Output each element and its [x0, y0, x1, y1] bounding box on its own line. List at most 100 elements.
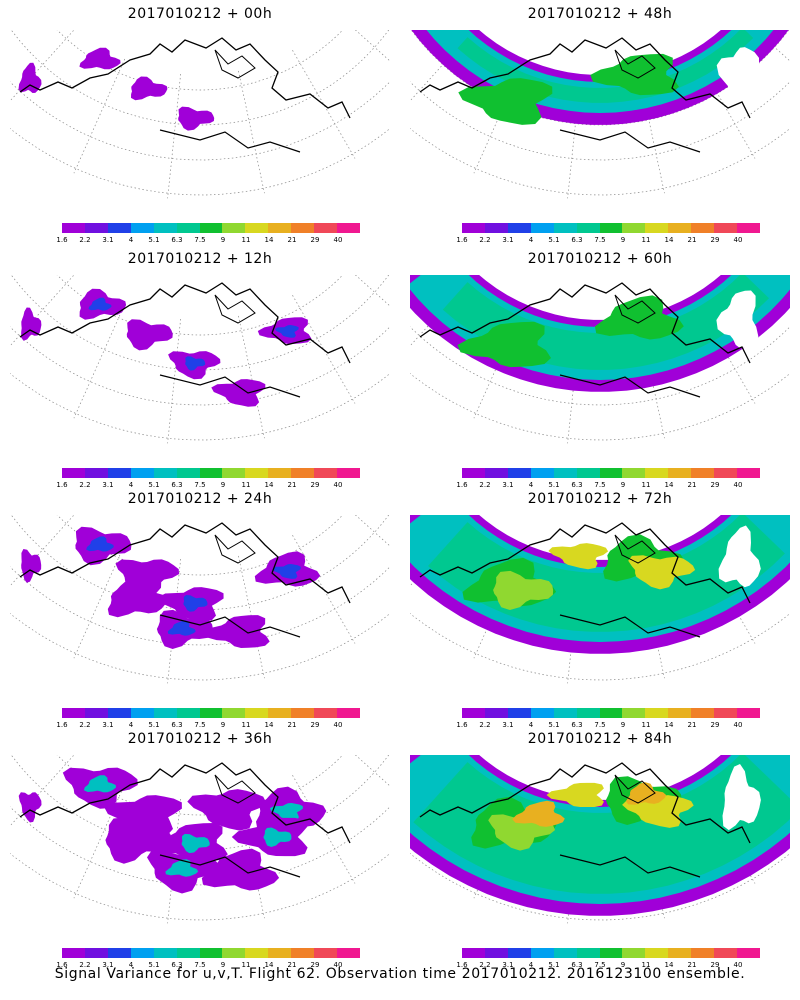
colorbar-tick-label: 11 [241, 236, 251, 244]
colorbar-swatch [622, 948, 646, 958]
colorbar-swatch [176, 948, 200, 958]
colorbar-tick-label: 9 [220, 961, 226, 969]
colorbar-swatch [314, 708, 338, 718]
colorbar-tick-label: 40 [333, 721, 343, 729]
colorbar-swatch [714, 223, 738, 233]
colorbar-swatch [291, 708, 315, 718]
colorbar-swatch [462, 948, 485, 958]
colorbar-swatch [153, 223, 177, 233]
colorbar-swatch [691, 468, 715, 478]
colorbar-swatch [737, 223, 760, 233]
colorbar-swatch [714, 708, 738, 718]
colorbar-swatch [199, 708, 223, 718]
colorbar-swatch [153, 708, 177, 718]
colorbar-swatch [130, 948, 154, 958]
colorbar-swatch [268, 948, 292, 958]
colorbar-tick-label: 11 [641, 721, 651, 729]
variance-map [410, 275, 790, 444]
colorbar-tick-label: 9 [620, 961, 626, 969]
colorbar-tick-label: 1.6 [456, 721, 468, 729]
colorbar-tick-label: 4 [128, 236, 134, 244]
colorbar-tick-label: 5.1 [148, 961, 160, 969]
colorbar-tick-label: 14 [664, 481, 674, 489]
colorbar-swatch [176, 223, 200, 233]
colorbar-tick-label: 1.6 [56, 721, 68, 729]
colorbar [62, 708, 360, 718]
colorbar-labels: 1.6 2.2 3.1 4 5.1 6.3 7.5 9 11 14 21 29 40 [52, 481, 372, 491]
colorbar-swatch [268, 708, 292, 718]
colorbar-swatch [176, 468, 200, 478]
colorbar-tick-label: 4 [528, 961, 534, 969]
forecast-panel: 2017010212 + 12h 1.6 2.2 3.1 4 5.1 6.3 7.5 9 11 14… [0, 245, 400, 490]
colorbar [462, 223, 760, 233]
panel-title: 2017010212 + 60h [527, 251, 673, 267]
colorbar-swatch [291, 948, 315, 958]
colorbar-swatch [245, 948, 269, 958]
colorbar-tick-label: 2.2 [479, 481, 491, 489]
colorbar-labels: 1.6 2.2 3.1 4 5.1 6.3 7.5 9 11 14 21 29 40 [52, 721, 372, 731]
colorbar-tick-label: 14 [264, 236, 274, 244]
colorbar-tick-label: 3.1 [502, 481, 514, 489]
colorbar-tick-label: 40 [733, 481, 743, 489]
colorbar-tick-label: 3.1 [502, 961, 514, 969]
colorbar-tick-label: 4 [128, 481, 134, 489]
colorbar-tick-label: 5.1 [548, 721, 560, 729]
colorbar-labels: 1.6 2.2 3.1 4 5.1 6.3 7.5 9 11 14 21 29 40 [452, 236, 772, 246]
colorbar-swatch [62, 948, 85, 958]
colorbar-tick-label: 2.2 [479, 961, 491, 969]
colorbar-swatch [691, 223, 715, 233]
colorbar-swatch [130, 468, 154, 478]
panel-title: 2017010212 + 00h [127, 6, 273, 22]
colorbar-tick-label: 21 [687, 481, 697, 489]
colorbar-tick-label: 21 [287, 961, 297, 969]
colorbar-tick-label: 3.1 [502, 721, 514, 729]
panel-title: 2017010212 + 36h [127, 731, 273, 747]
colorbar-swatch [62, 223, 85, 233]
colorbar-swatch [337, 468, 360, 478]
colorbar-swatch [553, 223, 577, 233]
colorbar-swatch [576, 223, 600, 233]
colorbar-tick-label: 5.1 [548, 481, 560, 489]
colorbar-swatch [622, 468, 646, 478]
colorbar-tick-label: 21 [687, 961, 697, 969]
colorbar-tick-label: 14 [664, 721, 674, 729]
colorbar-swatch [599, 948, 623, 958]
panel-title: 2017010212 + 72h [527, 491, 673, 507]
colorbar-tick-label: 21 [287, 721, 297, 729]
colorbar-tick-label: 1.6 [56, 481, 68, 489]
colorbar-tick-label: 29 [310, 961, 320, 969]
colorbar-tick-label: 5.1 [148, 236, 160, 244]
colorbar-swatch [153, 468, 177, 478]
colorbar-tick-label: 1.6 [56, 236, 68, 244]
colorbar-tick-label: 40 [733, 236, 743, 244]
colorbar-swatch [291, 223, 315, 233]
colorbar-swatch [645, 948, 669, 958]
forecast-panel: 2017010212 + 24h 1.6 2.2 3.1 4 5.1 6.3 7.5 9 11 14… [0, 485, 400, 730]
colorbar-tick-label: 40 [733, 721, 743, 729]
colorbar-swatch [199, 468, 223, 478]
colorbar-tick-label: 40 [333, 481, 343, 489]
colorbar-labels: 1.6 2.2 3.1 4 5.1 6.3 7.5 9 11 14 21 29 40 [452, 481, 772, 491]
colorbar [62, 223, 360, 233]
colorbar-swatch [530, 948, 554, 958]
colorbar-swatch [62, 708, 85, 718]
colorbar-tick-label: 2.2 [79, 721, 91, 729]
colorbar-tick-label: 6.3 [571, 721, 583, 729]
colorbar-swatch [462, 708, 485, 718]
colorbar-swatch [222, 948, 246, 958]
colorbar-tick-label: 6.3 [171, 961, 183, 969]
colorbar-tick-label: 3.1 [502, 236, 514, 244]
colorbar-swatch [714, 468, 738, 478]
colorbar-swatch [107, 708, 131, 718]
colorbar-swatch [462, 468, 485, 478]
colorbar-swatch [737, 468, 760, 478]
colorbar-swatch [337, 708, 360, 718]
colorbar-labels: 1.6 2.2 3.1 4 5.1 6.3 7.5 9 11 14 21 29 40 [452, 721, 772, 731]
colorbar-tick-label: 3.1 [102, 236, 114, 244]
colorbar-swatch [645, 708, 669, 718]
colorbar-swatch [507, 223, 531, 233]
colorbar-tick-label: 4 [528, 721, 534, 729]
colorbar-swatch [530, 468, 554, 478]
colorbar-swatch [337, 948, 360, 958]
colorbar-tick-label: 29 [710, 236, 720, 244]
